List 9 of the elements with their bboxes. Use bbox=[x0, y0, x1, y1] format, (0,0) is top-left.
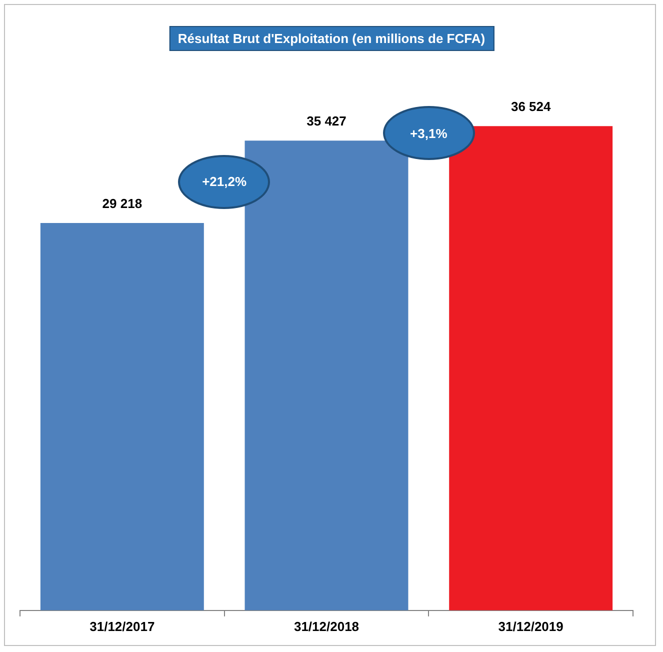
x-tick-label: 31/12/2018 bbox=[294, 618, 360, 634]
chart-title: Résultat Brut d'Exploitation (en millions de FCFA) bbox=[168, 26, 494, 51]
x-tick-label: 31/12/2019 bbox=[498, 618, 564, 634]
x-tick-label: 31/12/2017 bbox=[90, 618, 155, 634]
ellipse-badge: +21,2% bbox=[178, 154, 270, 209]
ellipse-badge: +3,1% bbox=[382, 106, 475, 160]
data-label: 35 427 bbox=[306, 114, 346, 129]
data-label: 29 218 bbox=[102, 196, 142, 212]
data-label: 36 524 bbox=[510, 99, 552, 114]
